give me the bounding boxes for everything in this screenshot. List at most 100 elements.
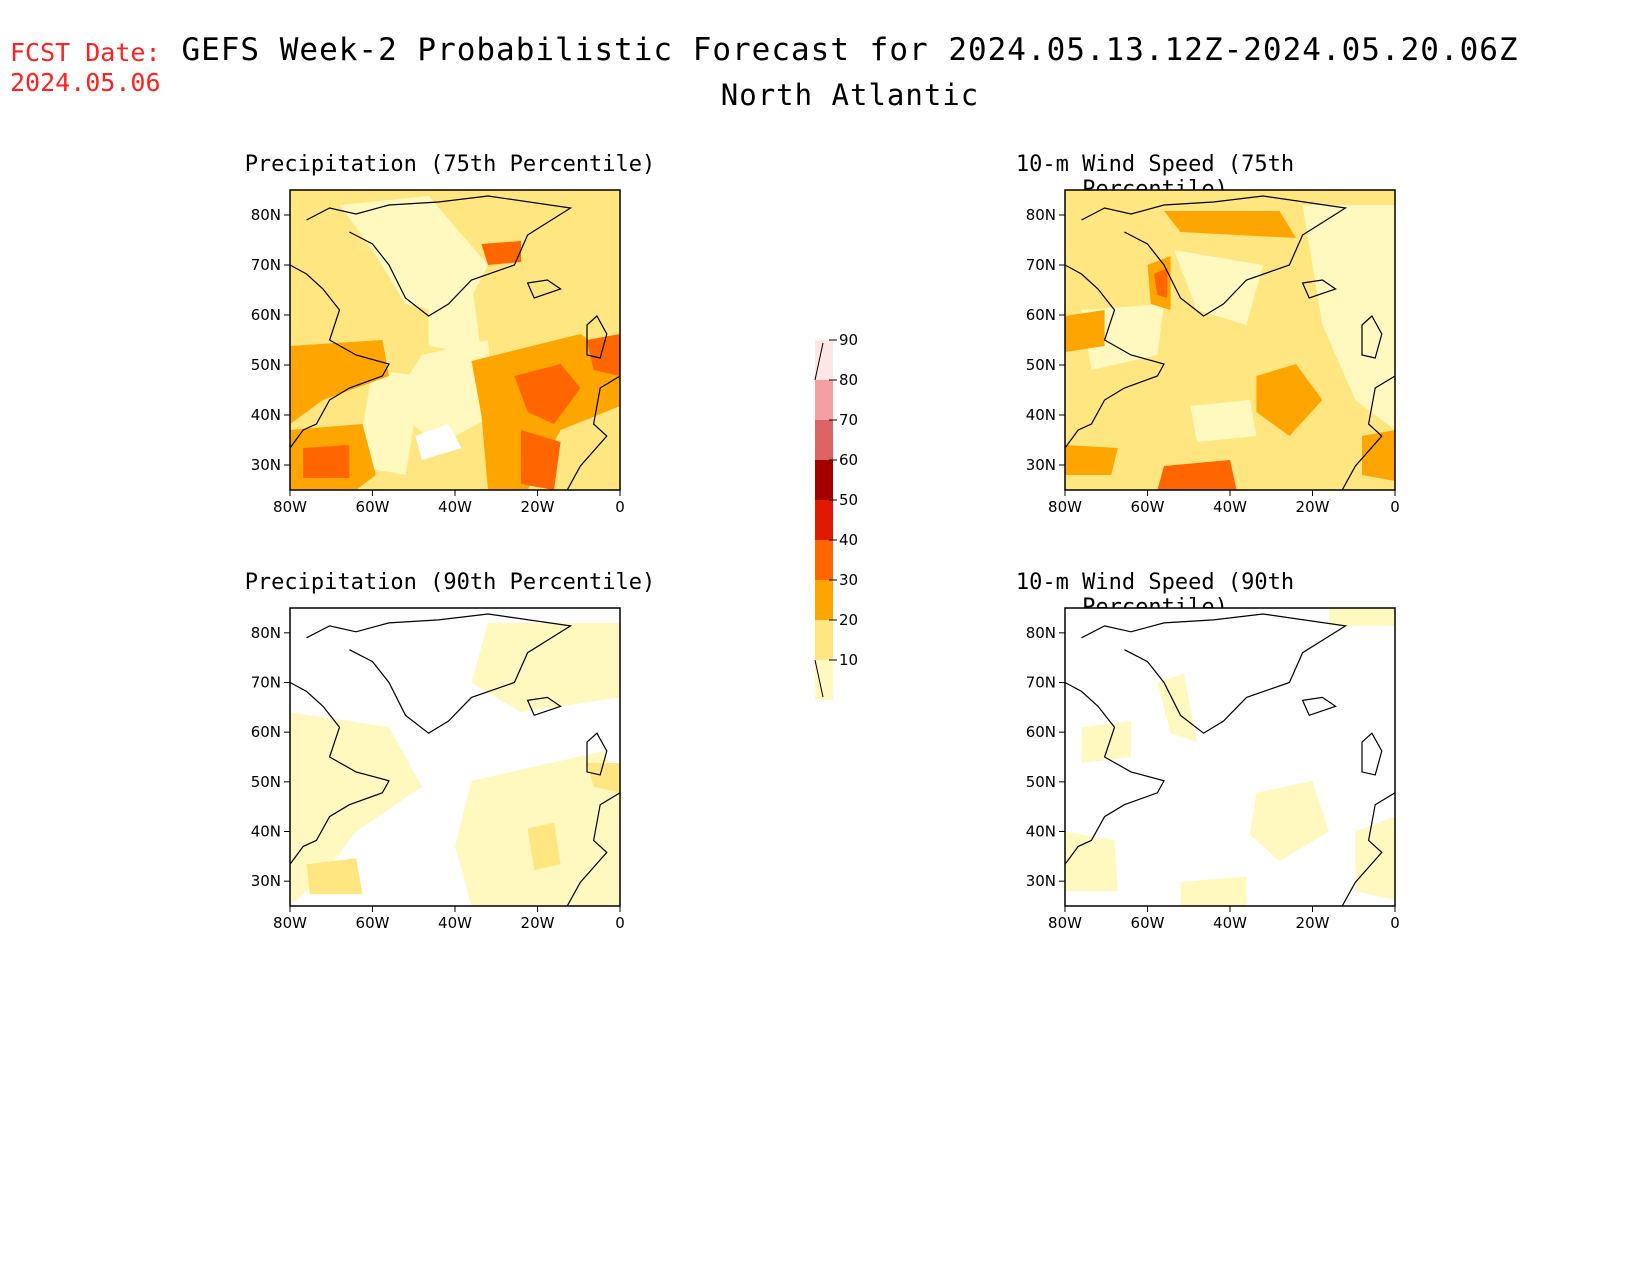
coastline [1341,792,1395,906]
coastline [290,681,390,865]
shaded-field [1065,608,1395,906]
colorbar-label: 70 [839,411,858,429]
coastline [306,613,573,734]
colorbar: 10 20 30 40 50 60 70 80 90 [814,331,858,700]
probability-contour [1065,310,1105,352]
lat-tick-label: 30N [1026,456,1056,474]
coastline [586,732,608,776]
coastline [526,696,562,717]
probability-contour [356,370,422,475]
colorbar-label: 40 [839,531,858,549]
colorbar-label: 90 [839,331,858,349]
lat-tick-label: 40N [1026,406,1056,424]
lat-tick-label: 30N [1026,872,1056,890]
map-panel-wind75: 80N 70N 60N 50N 40N 30N 80W 60W 40W 20W 0 [1026,189,1400,516]
panel-title-precip-75: Precipitation (75th Percentile) [244,152,656,177]
coastline [1081,613,1348,734]
shaded-field [290,190,620,490]
colorbar-label: 20 [839,611,858,629]
coastline [1361,732,1383,776]
probability-contour [587,334,620,376]
lat-tick-label: 40N [1026,823,1056,841]
probability-contour [303,445,350,478]
probability-contour [1081,721,1131,763]
probability-contour [415,424,462,460]
probability-contour [481,241,521,265]
probability-contour [1362,430,1395,481]
lon-tick-label: 0 [1390,914,1400,932]
lon-tick-label: 80W [1048,914,1082,932]
colorbar-swatch [815,340,833,380]
lon-tick-label: 60W [1131,914,1165,932]
colorbar-label: 80 [839,371,858,389]
colorbar-swatch [815,380,833,420]
region-subtitle: North Atlantic [720,78,980,112]
colorbar-label: 10 [839,651,858,669]
lon-tick-label: 0 [1390,498,1400,516]
lon-tick-label: 40W [1213,498,1247,516]
coastline [1065,681,1165,865]
lat-tick-label: 50N [251,356,281,374]
lon-tick-label: 40W [438,914,472,932]
lat-tick-label: 60N [1026,306,1056,324]
probability-contour [514,364,581,424]
probability-contour [1065,445,1118,475]
probability-contour [1355,816,1395,900]
colorbar-label: 50 [839,491,858,509]
colorbar-top-cap [814,342,824,381]
lat-tick-label: 70N [1026,674,1056,692]
forecast-date-label: FCST Date: 2024.05.06 [10,38,161,98]
shaded-field [290,608,620,906]
lat-tick-label: 60N [251,306,281,324]
probability-contour [1154,268,1168,298]
probability-contour [1164,211,1296,238]
probability-contour [1190,400,1257,442]
lat-tick-label: 70N [1026,256,1056,274]
map-panel-precip75: 80N 70N 60N 50N 40N 30N 80W 60W 40W 20W 0 [251,189,625,516]
lat-tick-label: 60N [1026,723,1056,741]
lat-tick-label: 50N [251,773,281,791]
lat-tick-label: 40N [251,406,281,424]
lat-tick-label: 80N [1026,624,1056,642]
coastline [1341,375,1395,490]
probability-contour [471,622,620,713]
coastline [306,195,573,317]
probability-contour [290,712,422,906]
probability-contour [290,340,389,424]
probability-contour [1249,780,1329,862]
fcst-date-caption: FCST Date: [10,38,161,67]
colorbar-swatch [815,420,833,460]
lat-tick-label: 30N [251,872,281,890]
colorbar-label: 60 [839,451,858,469]
lon-tick-label: 80W [273,498,307,516]
colorbar-swatch [815,540,833,580]
coastline [1361,315,1383,359]
lon-tick-label: 40W [1213,914,1247,932]
lon-tick-label: 80W [273,914,307,932]
lat-tick-label: 80N [251,206,281,224]
lon-tick-label: 40W [438,498,472,516]
panel-title-precip-90: Precipitation (90th Percentile) [244,570,656,595]
colorbar-label: 30 [839,571,858,589]
probability-contour [1302,205,1395,430]
colorbar-swatch [815,620,833,660]
fcst-date-value: 2024.05.06 [10,68,161,97]
colorbar-swatch [815,660,833,700]
lon-tick-label: 60W [356,914,390,932]
colorbar-bottom-cap [814,659,824,698]
coastline [1081,195,1348,317]
colorbar-swatch [815,580,833,620]
probability-contour [428,280,482,355]
probability-contour [1157,460,1237,490]
coastline [586,315,608,359]
probability-contour [527,822,561,871]
lon-tick-label: 20W [1296,914,1330,932]
shaded-field [1065,190,1395,490]
coastline [290,264,390,449]
coastline [1301,279,1337,299]
probability-contour [587,763,620,793]
probability-contour [389,340,495,445]
page-title: GEFS Week-2 Probabilistic Forecast for 2… [181,32,1519,68]
lat-tick-label: 80N [1026,206,1056,224]
